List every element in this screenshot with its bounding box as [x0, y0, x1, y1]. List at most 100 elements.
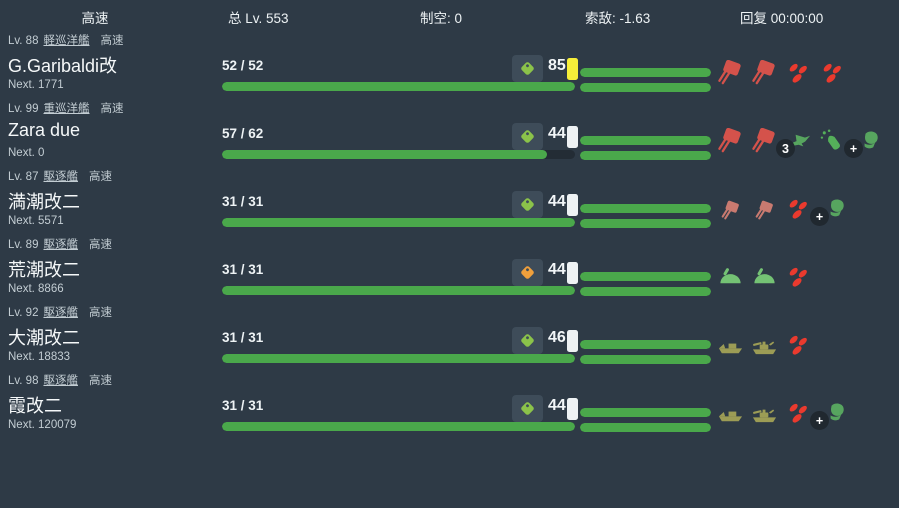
fuel-bar-fill — [580, 408, 711, 417]
high-angle-gun-icon — [717, 264, 744, 291]
ammo-bar-fill — [580, 423, 711, 432]
ship-level: Lv. 87 — [8, 171, 39, 183]
ship-level-line: Lv. 92 駆逐艦 高速 — [8, 304, 112, 320]
hp-bar-fill — [222, 286, 575, 295]
ship-row: Lv. 99 重巡洋艦 高速 Zara due Next. 0 57 / 62 44… — [0, 98, 899, 166]
ship-level: Lv. 89 — [8, 239, 39, 251]
ship-speed: 高速 — [100, 103, 124, 115]
main-gun-icon — [717, 128, 744, 155]
condition-value: 44 — [548, 261, 566, 278]
equipment-list: + — [717, 196, 846, 226]
ship-type: 軽巡洋艦 — [43, 35, 90, 47]
ship-type: 重巡洋艦 — [43, 103, 90, 115]
ship-level: Lv. 99 — [8, 103, 39, 115]
small-gun-icon — [751, 196, 778, 223]
condition-value: 44 — [548, 397, 566, 414]
ship-level-line: Lv. 99 重巡洋艦 高速 — [8, 100, 123, 116]
hp-bar-fill — [222, 150, 547, 159]
fleet-total-level: 总 Lv. 553 — [228, 11, 289, 26]
ship-next-exp: Next. 0 — [8, 147, 45, 159]
ammo-bar — [580, 151, 711, 160]
condition-indicator — [567, 58, 578, 80]
ship-type: 駆逐艦 — [43, 375, 78, 387]
ship-hp-value: 31 / 31 — [222, 262, 264, 277]
condition-tag-icon — [521, 198, 534, 211]
ammo-bar — [580, 287, 711, 296]
condition-indicator — [567, 330, 578, 352]
ap-shell-icon — [819, 128, 846, 155]
fuel-bar-fill — [580, 68, 711, 77]
condition-box — [512, 259, 543, 286]
fuel-bar — [580, 340, 711, 349]
condition-indicator — [567, 194, 578, 216]
high-angle-gun-icon — [751, 264, 778, 291]
count-badge: 3 — [776, 139, 795, 158]
ship-name: 荒潮改二 — [8, 260, 80, 280]
condition-tag-icon — [521, 266, 534, 279]
seaplane-icon: 3 — [776, 128, 812, 158]
condition-tag-icon — [521, 62, 534, 75]
ship-speed: 高速 — [88, 239, 112, 251]
ship-next-exp: Next. 5571 — [8, 215, 64, 227]
ship-type: 駆逐艦 — [43, 307, 78, 319]
ship-level: Lv. 98 — [8, 375, 39, 387]
ammo-bar — [580, 219, 711, 228]
landing-craft-icon — [717, 332, 744, 359]
small-gun-icon — [717, 196, 744, 223]
ammo-bar-fill — [580, 355, 711, 364]
hp-bar-fill — [222, 422, 575, 431]
fuel-bar — [580, 68, 711, 77]
amphibious-tank-icon — [751, 332, 778, 359]
ship-next-exp: Next. 120079 — [8, 419, 77, 431]
ammo-bar — [580, 83, 711, 92]
ship-level: Lv. 92 — [8, 307, 39, 319]
fuel-bar-fill — [580, 340, 711, 349]
aa-gun-icon — [785, 400, 812, 427]
condition-box — [512, 327, 543, 354]
ship-row: Lv. 92 駆逐艦 高速 大潮改二 Next. 18833 31 / 31 46 — [0, 302, 899, 370]
equipment-list: 3 + — [717, 128, 880, 158]
plus-item-icon: + — [810, 400, 846, 430]
ship-speed: 高速 — [88, 307, 112, 319]
ship-row: Lv. 88 軽巡洋艦 高速 G.Garibaldi改 Next. 1771 52 … — [0, 30, 899, 98]
ship-row: Lv. 89 駆逐艦 高速 荒潮改二 Next. 8866 31 / 31 44 — [0, 234, 899, 302]
ship-next-exp: Next. 1771 — [8, 79, 64, 91]
fuel-bar-fill — [580, 272, 711, 281]
ship-level-line: Lv. 89 駆逐艦 高速 — [8, 236, 112, 252]
aa-gun-icon — [785, 196, 812, 223]
condition-value: 46 — [548, 329, 566, 346]
aa-gun-icon — [785, 60, 812, 87]
landing-craft-icon — [717, 400, 744, 427]
condition-indicator — [567, 262, 578, 284]
ship-name: 大潮改二 — [8, 328, 80, 348]
amphibious-tank-icon — [751, 400, 778, 427]
fleet-speed-label: 高速 — [81, 11, 109, 26]
hp-bar — [222, 354, 575, 363]
ship-name: G.Garibaldi改 — [8, 56, 118, 76]
condition-tag-icon — [521, 130, 534, 143]
fuel-bar — [580, 136, 711, 145]
aa-gun-icon — [785, 332, 812, 359]
ship-hp-value: 52 / 52 — [222, 58, 264, 73]
count-badge: + — [844, 139, 863, 158]
ammo-bar — [580, 355, 711, 364]
condition-box — [512, 123, 543, 150]
ammo-bar-fill — [580, 219, 711, 228]
main-gun-icon — [717, 60, 744, 87]
ship-next-exp: Next. 18833 — [8, 351, 71, 363]
hp-bar — [222, 286, 575, 295]
aa-gun-icon — [785, 264, 812, 291]
equipment-list — [717, 264, 812, 291]
main-gun-icon — [751, 60, 778, 87]
ship-speed: 高速 — [100, 35, 124, 47]
equipment-list — [717, 332, 812, 359]
ship-name: 霞改二 — [8, 396, 62, 416]
ship-type: 駆逐艦 — [43, 239, 78, 251]
aa-gun-icon — [819, 60, 846, 87]
hp-bar — [222, 218, 575, 227]
condition-box — [512, 55, 543, 82]
count-badge: + — [810, 207, 829, 226]
ship-row: Lv. 98 駆逐艦 高速 霞改二 Next. 120079 31 / 31 44 … — [0, 370, 899, 438]
condition-indicator — [567, 398, 578, 420]
equipment-list: + — [717, 400, 846, 430]
